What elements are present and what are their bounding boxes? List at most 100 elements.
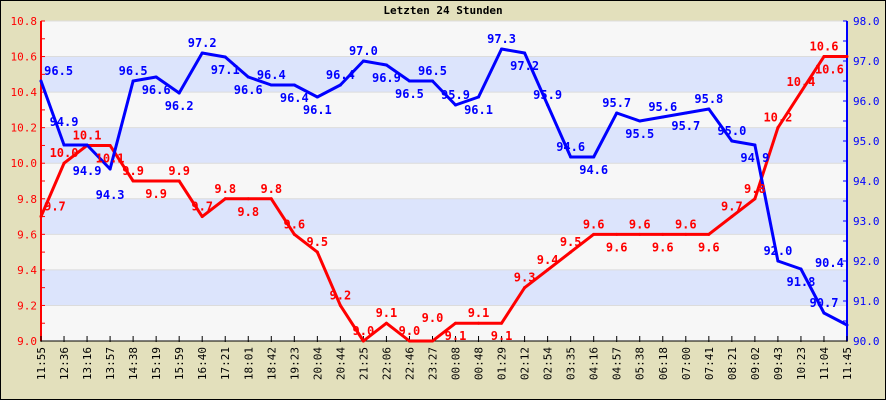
data-point — [569, 155, 573, 159]
x-tick-label: 07:00 — [680, 347, 693, 380]
data-label: 97.2 — [510, 59, 539, 73]
data-label: 96.5 — [418, 64, 447, 78]
series-line-left — [39, 55, 847, 343]
data-label: 9.1 — [445, 329, 467, 343]
data-point — [177, 179, 181, 183]
data-point — [523, 286, 527, 290]
left-tick-label: 10.2 — [11, 122, 38, 135]
data-point — [500, 47, 504, 51]
data-point — [684, 232, 688, 236]
data-point — [661, 232, 665, 236]
x-tick-label: 02:54 — [542, 347, 555, 380]
x-tick-label: 15:19 — [150, 347, 163, 380]
x-tick-label: 09:02 — [749, 347, 762, 380]
data-point — [384, 321, 388, 325]
data-point — [315, 95, 319, 99]
data-label: 95.9 — [533, 88, 562, 102]
data-point — [569, 250, 573, 254]
data-label: 10.2 — [763, 111, 792, 125]
data-label: 9.3 — [514, 271, 536, 285]
x-tick-label: 10:23 — [795, 347, 808, 380]
x-tick-label: 18:01 — [242, 347, 255, 380]
data-point — [269, 83, 273, 87]
data-label: 9.7 — [44, 200, 66, 214]
data-label: 96.4 — [326, 68, 355, 82]
data-label: 9.7 — [191, 200, 213, 214]
data-label: 96.4 — [257, 68, 286, 82]
x-tick-label: 03:35 — [565, 347, 578, 380]
data-point — [315, 250, 319, 254]
data-point — [615, 232, 619, 236]
x-tick-label: 14:38 — [127, 347, 140, 380]
data-label: 95.5 — [625, 127, 654, 141]
data-label: 97.3 — [487, 32, 516, 46]
data-point — [707, 107, 711, 111]
x-tick-label: 19:23 — [288, 347, 301, 380]
data-point — [523, 51, 527, 55]
data-point — [200, 51, 204, 55]
data-label: 92.0 — [763, 244, 792, 258]
data-label: 96.9 — [372, 71, 401, 85]
data-label: 9.8 — [237, 205, 259, 219]
data-label: 96.5 — [44, 64, 73, 78]
x-tick-label: 09:43 — [772, 347, 785, 380]
data-label: 9.9 — [122, 164, 144, 178]
data-point — [753, 143, 757, 147]
left-tick-label: 9.0 — [17, 335, 37, 348]
data-label: 94.9 — [740, 151, 769, 165]
x-tick-label: 23:27 — [426, 347, 439, 380]
data-point — [730, 139, 734, 143]
data-label: 97.0 — [349, 44, 378, 58]
data-point — [500, 321, 504, 325]
x-tick-label: 17:21 — [219, 347, 232, 380]
data-point — [753, 197, 757, 201]
data-label: 9.5 — [306, 235, 328, 249]
data-label: 96.5 — [395, 87, 424, 101]
x-tick-label: 20:04 — [311, 347, 324, 380]
data-point — [845, 55, 849, 59]
data-point — [62, 161, 66, 165]
data-point — [845, 323, 849, 327]
data-label: 10.6 — [810, 40, 839, 54]
left-tick-label: 9.8 — [17, 193, 37, 206]
x-tick-label: 04:57 — [611, 347, 624, 380]
data-label: 95.7 — [671, 119, 700, 133]
data-point — [592, 155, 596, 159]
data-label: 10.1 — [96, 151, 125, 165]
data-label: 94.6 — [579, 163, 608, 177]
right-tick-label: 92.0 — [853, 255, 880, 268]
data-point — [246, 197, 250, 201]
data-point — [200, 215, 204, 219]
data-point — [361, 59, 365, 63]
data-point — [684, 111, 688, 115]
left-tick-label: 10.0 — [11, 157, 38, 170]
x-tick-label: 20:44 — [334, 347, 347, 380]
data-label: 90.7 — [810, 296, 839, 310]
data-label: 9.8 — [260, 182, 282, 196]
data-point — [454, 103, 458, 107]
data-label: 96.6 — [234, 83, 263, 97]
data-label: 9.9 — [145, 187, 167, 201]
left-tick-label: 9.6 — [17, 228, 37, 241]
series-line-right — [39, 47, 848, 327]
right-tick-label: 94.0 — [853, 175, 880, 188]
data-label: 9.6 — [606, 240, 628, 254]
x-tick-label: 13:57 — [104, 347, 117, 380]
chart-title: Letzten 24 Stunden — [383, 4, 503, 17]
data-label: 96.6 — [142, 83, 171, 97]
data-label: 9.8 — [744, 182, 766, 196]
data-point — [730, 215, 734, 219]
data-point — [776, 259, 780, 263]
grid-band — [41, 198, 847, 235]
data-point — [661, 115, 665, 119]
data-label: 9.0 — [353, 324, 375, 338]
data-label: 94.6 — [556, 140, 585, 154]
data-label: 95.6 — [648, 100, 677, 114]
data-point — [246, 75, 250, 79]
data-point — [108, 143, 112, 147]
x-tick-label: 08:21 — [726, 347, 739, 380]
data-label: 9.1 — [376, 306, 398, 320]
x-tick-label: 07:41 — [703, 347, 716, 380]
right-tick-label: 91.0 — [853, 295, 880, 308]
